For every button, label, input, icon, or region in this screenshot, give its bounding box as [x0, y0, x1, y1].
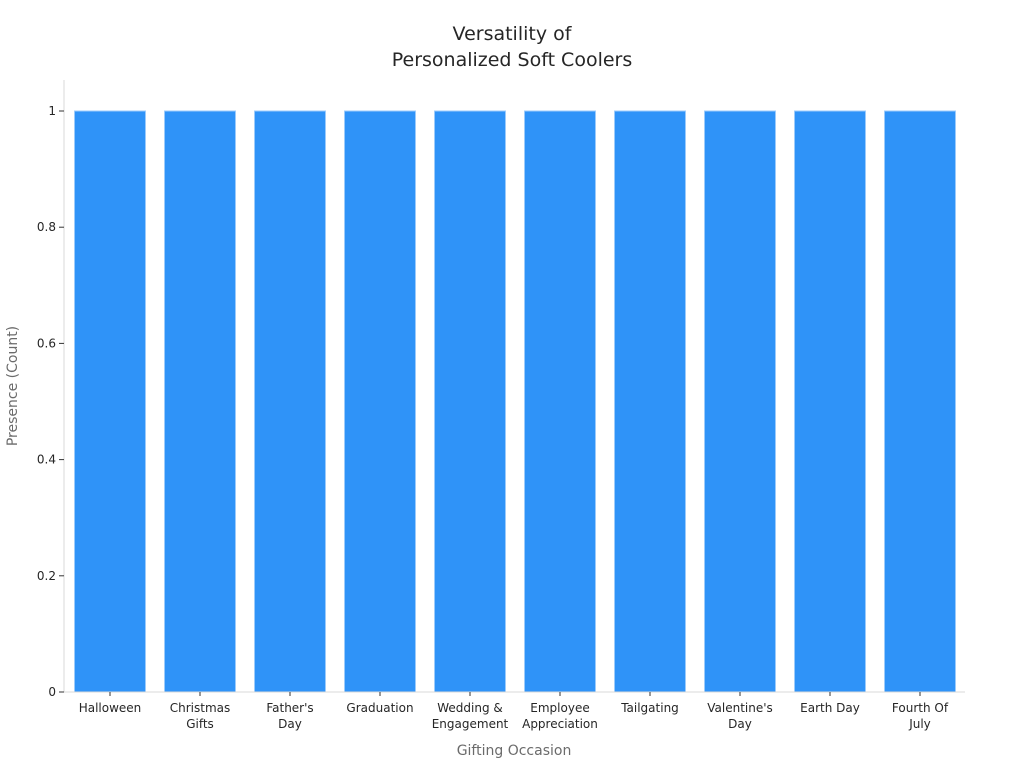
chart-title: Versatility of Personalized Soft Coolers	[392, 23, 633, 71]
y-tick-label: 1	[48, 104, 56, 118]
x-tick-label-line: Appreciation	[522, 717, 598, 731]
x-tick-label-line: Gifts	[186, 717, 214, 731]
x-tick-label-line: Employee	[530, 701, 589, 715]
bar-wedding-engagement	[434, 110, 506, 693]
x-tick-label-line: Wedding &	[437, 701, 503, 715]
x-tick-label-line: Engagement	[432, 717, 509, 731]
bar-halloween	[74, 110, 146, 693]
bar-earth-day	[794, 110, 866, 693]
bar-tailgating	[614, 110, 686, 693]
y-axis-label: Presence (Count)	[5, 326, 21, 446]
x-tick-label: Christmas Gifts	[170, 701, 231, 731]
x-tick-label-line: Valentine's	[707, 701, 773, 715]
y-tick-label: 0.6	[37, 336, 56, 350]
x-tick-label: Father's Day	[266, 701, 313, 731]
bar-christmas-gifts	[164, 110, 236, 693]
bar-fourth-of-july	[884, 110, 956, 693]
y-ticks: 0 0.2 0.4 0.6 0.8 1	[37, 104, 64, 699]
x-tick-label: Graduation	[346, 701, 413, 715]
x-tick-label-line: July	[908, 717, 931, 731]
bar-father-s-day	[254, 110, 326, 693]
axes	[63, 80, 965, 693]
y-tick-label: 0.2	[37, 569, 56, 583]
x-ticks: Halloween Christmas Gifts Father's Day Gradua…	[79, 692, 949, 731]
x-tick-label-line: Tailgating	[620, 701, 679, 715]
x-tick-label: Tailgating	[620, 701, 679, 715]
bars	[74, 110, 956, 693]
x-tick-label: Halloween	[79, 701, 142, 715]
x-tick-label-line: Christmas	[170, 701, 231, 715]
x-tick-label-line: Day	[278, 717, 302, 731]
x-tick-label-line: Earth Day	[800, 701, 860, 715]
bar-employee-appreciation	[524, 110, 596, 693]
chart-title-line-1: Versatility of	[453, 23, 573, 45]
y-tick-label: 0	[48, 685, 56, 699]
chart-title-line-2: Personalized Soft Coolers	[392, 49, 633, 71]
x-tick-label: Earth Day	[800, 701, 860, 715]
bar-valentine-s-day	[704, 110, 776, 693]
x-tick-label-line: Day	[728, 717, 752, 731]
x-tick-label-line: Graduation	[346, 701, 413, 715]
y-tick-label: 0.4	[37, 453, 56, 467]
y-tick-label: 0.8	[37, 220, 56, 234]
x-tick-label: Valentine's Day	[707, 701, 773, 731]
x-tick-label: Employee Appreciation	[522, 701, 598, 731]
bar-graduation	[344, 110, 416, 693]
x-tick-label: Wedding & Engagement	[432, 701, 509, 731]
x-tick-label: Fourth Of July	[892, 701, 949, 731]
x-tick-label-line: Fourth Of	[892, 701, 949, 715]
x-axis-label: Gifting Occasion	[457, 743, 572, 759]
x-tick-label-line: Halloween	[79, 701, 142, 715]
x-tick-label-line: Father's	[266, 701, 313, 715]
